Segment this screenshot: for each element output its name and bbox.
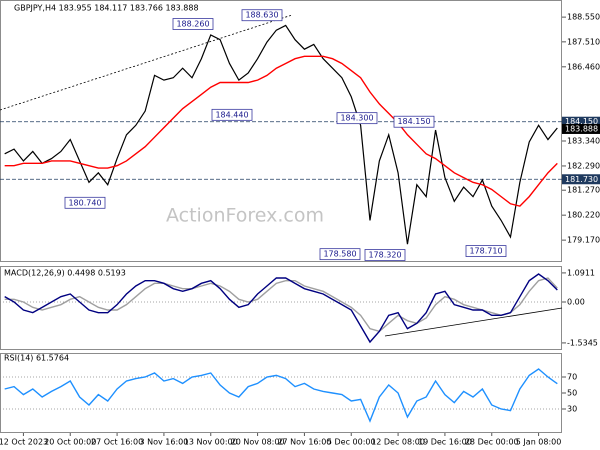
price-annotation-label: 184.150 xyxy=(397,117,430,126)
y-tick-label: 186.460 xyxy=(567,62,600,71)
price-annotation-label: 178.710 xyxy=(469,247,502,256)
level-tag-label: 181.730 xyxy=(565,175,598,184)
price-annotation-box xyxy=(241,9,283,22)
chart-title: GBPJPY,H4 183.955 184.117 183.766 183.88… xyxy=(14,4,199,13)
series-line xyxy=(4,55,558,207)
y-tick-label: 0.00 xyxy=(567,298,585,307)
price-annotation-label: 188.630 xyxy=(245,11,278,20)
price-annotation-label: 180.740 xyxy=(68,198,101,207)
panel-frame xyxy=(0,353,562,433)
y-tick-label: 179.170 xyxy=(567,236,600,245)
panel-frame xyxy=(0,0,562,262)
y-tick-label: 181.270 xyxy=(567,186,600,195)
price-annotation-label: 188.260 xyxy=(176,20,209,29)
price-annotation-label: 178.320 xyxy=(368,251,401,260)
price-annotation-box xyxy=(64,196,106,209)
series-line xyxy=(4,24,558,245)
rsi-title: RSI(14) 61.5764 xyxy=(4,354,69,363)
price-annotation-box xyxy=(336,112,378,125)
macd-title: MACD(12,26,9) 0.4498 0.5193 xyxy=(4,269,126,278)
x-tick-label: 3 Nov 16:00 xyxy=(139,438,188,447)
x-tick-label: 5 Jan 08:00 xyxy=(516,438,562,447)
x-tick-label: 27 Oct 16:00 xyxy=(91,438,143,447)
x-tick-label: 20 Nov 08:00 xyxy=(231,438,285,447)
price-annotation-label: 178.580 xyxy=(323,250,356,259)
last-price-label: 183.888 xyxy=(565,124,598,133)
price-annotation-box xyxy=(393,115,435,128)
y-tick-label: 180.220 xyxy=(567,211,600,220)
series-line xyxy=(4,277,558,333)
series-line xyxy=(4,368,558,423)
x-tick-label: 12 Oct 2023 xyxy=(0,438,48,447)
x-tick-label: 12 Dec 08:00 xyxy=(371,438,425,447)
price-annotation-box xyxy=(364,249,406,261)
last-price-tag xyxy=(562,123,600,134)
y-tick-label: 70 xyxy=(567,373,577,382)
macd-trend-line xyxy=(384,307,563,337)
x-tick-label: 20 Oct 00:00 xyxy=(44,438,96,447)
y-tick-label: 182.290 xyxy=(567,161,600,170)
level-tag xyxy=(562,174,600,185)
y-tick-label: 183.340 xyxy=(567,136,600,145)
x-tick-label: 13 Nov 00:00 xyxy=(184,438,238,447)
y-tick-label: 187.510 xyxy=(567,37,600,46)
series-line xyxy=(4,273,558,344)
level-tag xyxy=(562,116,600,127)
price-annotation-box xyxy=(465,245,507,257)
x-tick-label: 19 Dec 16:00 xyxy=(418,438,472,447)
y-tick-label: 50 xyxy=(567,389,577,398)
price-annotation-label: 184.300 xyxy=(340,114,373,123)
price-annotation-box xyxy=(172,18,214,30)
price-annotation-label: 184.440 xyxy=(215,110,248,119)
price-annotation-box xyxy=(319,248,361,261)
x-tick-label: 5 Dec 00:00 xyxy=(327,438,376,447)
watermark: ActionForex.com xyxy=(166,205,324,227)
x-tick-label: 27 Nov 16:00 xyxy=(277,438,331,447)
x-tick-label: 28 Dec 00:00 xyxy=(465,438,519,447)
price-annotation-box xyxy=(211,108,253,121)
y-tick-label: 188.550 xyxy=(567,13,600,22)
trend-line xyxy=(0,14,293,111)
y-tick-label: -1.5345 xyxy=(567,338,598,347)
y-tick-label: 1.0911 xyxy=(567,268,595,277)
y-tick-label: 30 xyxy=(567,405,577,414)
level-tag-label: 184.150 xyxy=(565,117,598,126)
